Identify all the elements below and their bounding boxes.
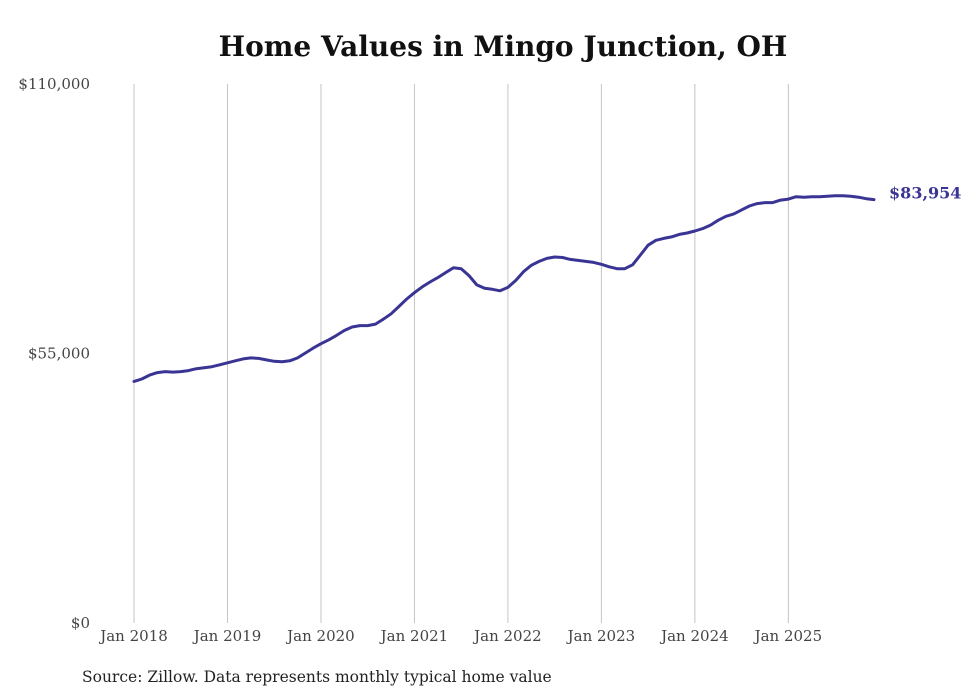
x-tick-label: Jan 2019 xyxy=(192,627,262,645)
home-value-line xyxy=(132,194,876,383)
x-tick-label: Jan 2020 xyxy=(285,627,355,645)
x-axis-ticks: Jan 2018 Jan 2019 Jan 2020 Jan 2021 Jan 2022… xyxy=(98,627,822,645)
source-note: Source: Zillow. Data represents monthly … xyxy=(82,668,552,686)
y-tick-label: $0 xyxy=(71,614,90,632)
y-axis-ticks: $0 $55,000 $110,000 xyxy=(18,75,90,632)
latest-value-label: $83,954 xyxy=(889,184,961,203)
x-tick-label: Jan 2022 xyxy=(472,627,542,645)
x-tick-label: Jan 2025 xyxy=(753,627,823,645)
x-tick-label: Jan 2018 xyxy=(98,627,168,645)
x-tick-label: Jan 2021 xyxy=(379,627,449,645)
grid-lines xyxy=(133,84,789,623)
x-tick-label: Jan 2023 xyxy=(566,627,636,645)
y-tick-label: $55,000 xyxy=(28,345,90,363)
y-tick-label: $110,000 xyxy=(18,75,90,93)
chart-title: Home Values in Mingo Junction, OH xyxy=(218,30,788,63)
x-tick-label: Jan 2024 xyxy=(659,627,729,645)
